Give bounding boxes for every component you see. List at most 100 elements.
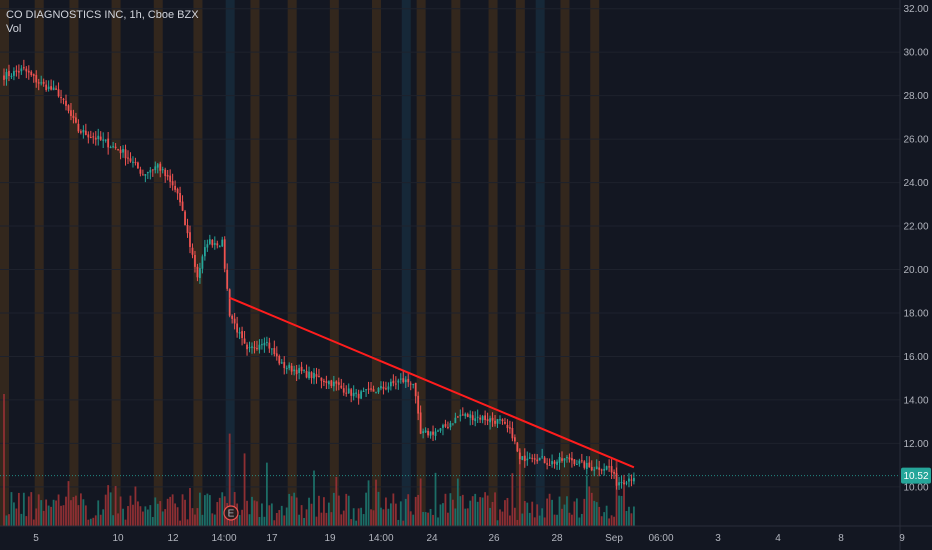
candle-body — [583, 461, 586, 468]
volume-bar — [77, 505, 80, 526]
candle-body — [521, 456, 524, 460]
volume-bar — [481, 497, 484, 526]
volume-bar — [253, 500, 256, 526]
candle-body — [608, 466, 611, 468]
candle-body — [447, 426, 449, 428]
volume-bar — [563, 504, 566, 526]
candle-body — [137, 162, 139, 169]
volume-bar — [191, 508, 194, 526]
candle-body — [159, 163, 162, 171]
price-tick-label: 28.00 — [903, 91, 928, 102]
volume-bar — [280, 505, 283, 526]
volume-bar — [134, 486, 137, 526]
candle-body — [342, 388, 345, 393]
volume-bar — [308, 497, 310, 526]
candle-body — [60, 97, 62, 99]
candle-body — [536, 459, 539, 462]
volume-bar — [608, 518, 611, 526]
volume-bar — [360, 507, 363, 526]
volume-bar — [518, 449, 521, 526]
volume-bar — [268, 505, 271, 526]
volume-bar — [37, 494, 40, 526]
candle-body — [615, 473, 618, 486]
candle-body — [156, 164, 159, 168]
volume-bar — [471, 496, 474, 526]
candle-body — [84, 130, 87, 135]
candle-body — [50, 86, 53, 90]
candle-body — [154, 166, 157, 171]
volume-bar — [345, 493, 348, 526]
candle-body — [484, 415, 487, 420]
candle-body — [578, 460, 581, 464]
volume-bar — [52, 499, 55, 526]
candle-body — [414, 382, 417, 397]
candle-body — [417, 395, 420, 414]
time-tick-label: 8 — [838, 533, 844, 544]
volume-bar — [551, 499, 553, 526]
session-band — [488, 0, 498, 526]
candle-body — [538, 457, 541, 461]
volume-bar — [325, 512, 328, 526]
trendline[interactable] — [229, 296, 635, 469]
price-tick-label: 24.00 — [903, 178, 928, 189]
volume-bar — [628, 506, 630, 526]
price-tick-label: 18.00 — [903, 308, 928, 319]
volume-bar — [141, 511, 144, 526]
earnings-marker[interactable]: E — [223, 505, 239, 521]
volume-bar — [461, 494, 464, 526]
volume-bar — [303, 517, 305, 526]
candle-body — [362, 390, 365, 392]
candle-body — [618, 482, 620, 486]
candle-body — [290, 365, 293, 372]
volume-bar — [342, 510, 345, 526]
candle-body — [263, 342, 266, 346]
candle-body — [345, 392, 348, 394]
candle-body — [211, 239, 214, 246]
candle-body — [171, 181, 174, 186]
volume-bar — [417, 494, 420, 526]
candle-body — [313, 372, 315, 379]
volume-bar — [228, 433, 231, 526]
volume-bar — [8, 514, 10, 526]
volume-bar — [87, 519, 90, 526]
volume-bar — [352, 508, 355, 526]
candle-body — [300, 366, 303, 372]
session-band — [535, 0, 545, 526]
volume-bar — [208, 495, 211, 526]
volume-bar — [132, 504, 134, 526]
volume-bar — [169, 496, 172, 526]
candle-body — [52, 87, 55, 91]
earnings-icon[interactable] — [223, 505, 239, 521]
symbol-title[interactable]: CO DIAGNOSTICS INC, 1h, Cboe BZX — [6, 9, 199, 21]
candle-body — [246, 344, 248, 350]
volume-bar — [427, 512, 429, 526]
volume-bar — [15, 508, 18, 526]
candle-body — [199, 268, 201, 278]
volume-bar — [196, 508, 199, 526]
volume-bar — [89, 518, 92, 526]
candlesticks[interactable] — [3, 59, 635, 490]
volume-bar — [109, 492, 112, 526]
session-band — [287, 0, 297, 526]
volume-bar — [531, 501, 534, 526]
candle-body — [600, 469, 603, 471]
volume-bar — [600, 516, 603, 526]
volume-bar — [211, 513, 214, 526]
volume-bar — [35, 508, 38, 526]
candle-body — [372, 389, 375, 392]
time-tick-label: 5 — [33, 533, 39, 544]
time-axis[interactable]: 5 10 12 14:00 17 19 14:00 24 26 28 Sep 06:00 3 4 8 9 — [0, 525, 932, 544]
candle-body — [494, 420, 496, 424]
candle-body — [387, 386, 390, 390]
volume-label[interactable]: Vol — [6, 23, 22, 35]
candle-body — [122, 149, 124, 153]
candle-body — [280, 362, 283, 364]
price-axis[interactable]: 10.00 12.00 14.00 16.00 18.00 20.00 22.00 24.00… — [899, 0, 929, 550]
candle-body — [432, 431, 434, 435]
session-band — [250, 0, 260, 526]
volume-bar — [315, 516, 318, 526]
candle-body — [566, 457, 568, 459]
volume-bar — [558, 496, 561, 526]
